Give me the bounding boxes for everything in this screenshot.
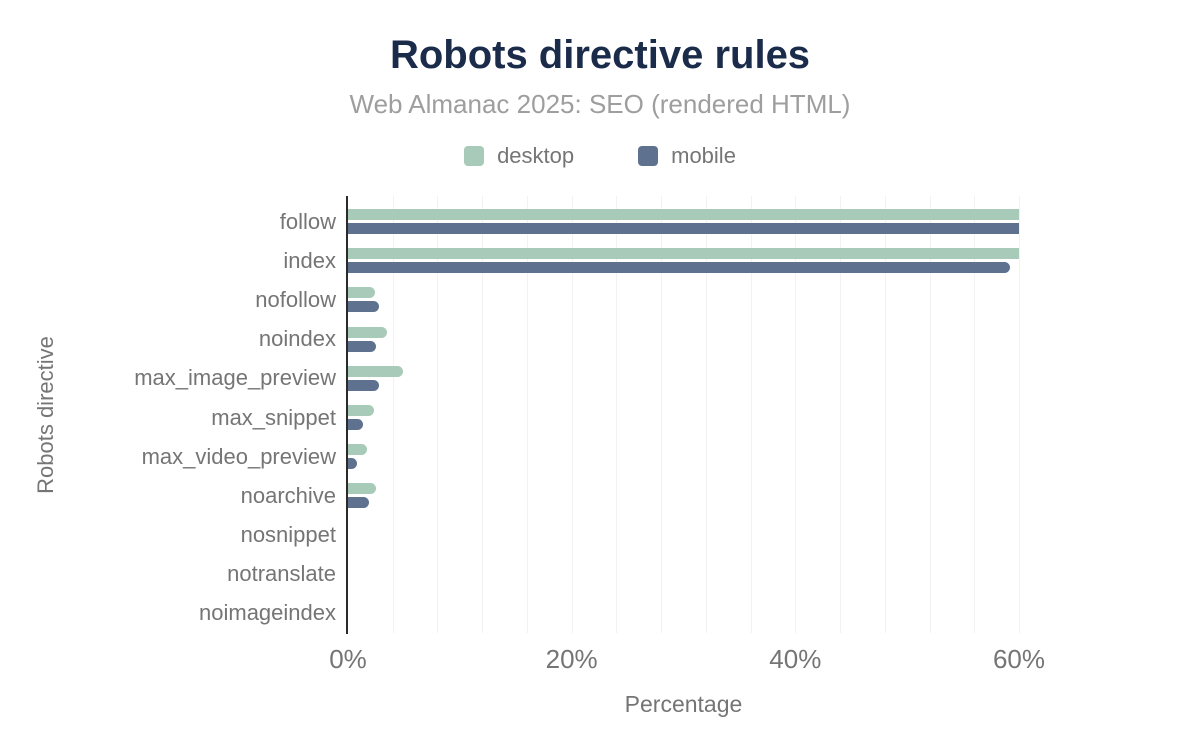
bar-mobile-max_snippet — [348, 419, 363, 431]
bar-row-noarchive — [348, 476, 1019, 515]
bar-mobile-index — [348, 262, 1011, 274]
legend-swatch-mobile — [638, 146, 659, 166]
gridline — [840, 196, 842, 633]
gridline — [437, 196, 439, 633]
chart-subtitle: Web Almanac 2025: SEO (rendered HTML) — [349, 89, 851, 119]
gridline — [526, 196, 528, 633]
bar-desktop-noindex — [348, 326, 388, 338]
x-axis-title: Percentage — [624, 691, 743, 717]
bar-row-nosnippet — [348, 516, 1019, 555]
bar-desktop-index — [348, 248, 1019, 260]
bar-desktop-max_image_preview — [348, 365, 403, 377]
x-tick-label-20%: 20% — [545, 644, 598, 674]
category-label-noimageindex: noimageindex — [199, 600, 336, 626]
bar-desktop-max_snippet — [348, 405, 374, 417]
gridline — [616, 196, 618, 633]
category-axis: follow index nofollow noindex max_image_prev… — [0, 202, 336, 633]
legend-swatch-desktop — [464, 146, 485, 166]
legend-label-mobile: mobile — [671, 143, 736, 168]
category-label-notranslate: notranslate — [227, 561, 336, 587]
category-label-nosnippet: nosnippet — [240, 522, 336, 548]
legend-label-desktop: desktop — [497, 143, 575, 168]
bar-mobile-noindex — [348, 340, 376, 352]
category-label-noindex: noindex — [258, 326, 336, 352]
gridline — [974, 196, 976, 633]
x-tick-label-60%: 60% — [992, 644, 1046, 674]
category-label-max_video_preview: max_video_preview — [141, 443, 336, 469]
category-label-follow: follow — [279, 208, 336, 234]
bar-mobile-noarchive — [348, 497, 370, 509]
category-label-index: index — [283, 247, 336, 273]
gridline — [705, 196, 707, 633]
bar-mobile-follow — [348, 223, 1019, 235]
category-label-noarchive: noarchive — [240, 482, 336, 508]
bar-row-follow — [348, 202, 1019, 241]
chart-title: Robots directive rules — [389, 33, 811, 77]
gridline — [571, 196, 573, 633]
category-label-nofollow: nofollow — [255, 286, 336, 312]
bar-desktop-follow — [348, 209, 1019, 221]
bar-mobile-max_video_preview — [348, 458, 357, 470]
legend-item-desktop: desktop — [464, 143, 574, 169]
gridline — [750, 196, 752, 633]
bar-row-max_snippet — [348, 398, 1019, 437]
x-tick-label-40%: 40% — [769, 644, 822, 674]
legend: desktop mobile — [0, 143, 1200, 169]
legend-item-mobile: mobile — [638, 143, 736, 169]
gridline — [884, 196, 886, 633]
bar-rows — [348, 202, 1019, 633]
category-label-max_image_preview: max_image_preview — [134, 365, 336, 391]
bar-row-nofollow — [348, 280, 1019, 319]
bar-row-noimageindex — [348, 594, 1019, 633]
plot-area — [348, 196, 1020, 633]
bar-desktop-nofollow — [348, 287, 375, 299]
bar-row-notranslate — [348, 555, 1019, 594]
bar-row-max_video_preview — [348, 437, 1019, 476]
bar-desktop-noarchive — [348, 483, 376, 495]
gridline — [1019, 196, 1020, 633]
x-tick-label-0%: 0% — [329, 644, 367, 674]
gridline — [929, 196, 931, 633]
gridline — [482, 196, 484, 633]
bar-row-index — [348, 241, 1019, 280]
category-label-max_snippet: max_snippet — [211, 404, 336, 430]
bar-row-noindex — [348, 320, 1019, 359]
bar-mobile-nofollow — [348, 301, 380, 313]
y-axis-line — [346, 196, 348, 634]
bar-mobile-max_image_preview — [348, 379, 380, 391]
gridline — [661, 196, 663, 633]
bar-desktop-max_video_preview — [348, 444, 367, 456]
gridline — [795, 196, 797, 633]
bar-row-max_image_preview — [348, 359, 1019, 398]
gridline — [392, 196, 394, 633]
